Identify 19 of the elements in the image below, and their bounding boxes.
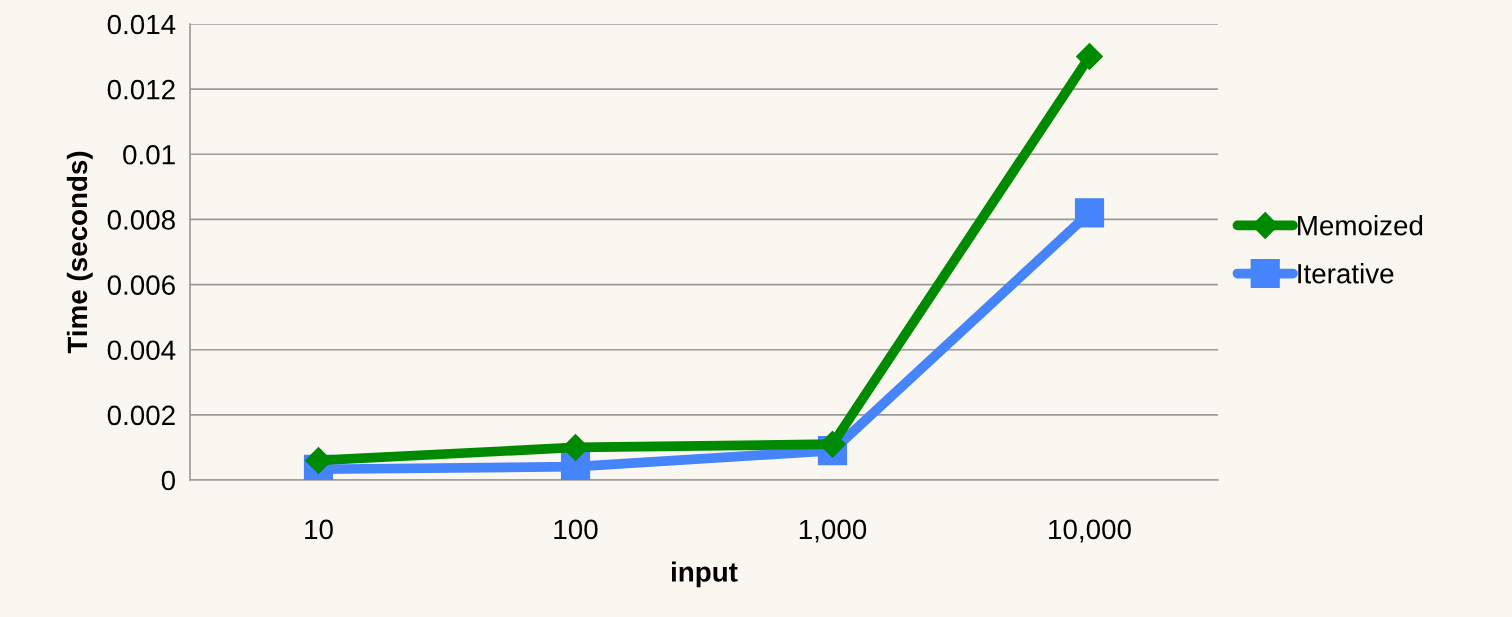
x-tick-label: 10,000	[1049, 519, 1131, 543]
y-tick-label: 0.008	[107, 210, 175, 230]
y-tick-label: 0.006	[107, 275, 175, 295]
x-tick-label: 100	[554, 519, 598, 540]
y-tick-label: 0	[161, 470, 176, 491]
x-axis-title: input	[672, 561, 738, 588]
point	[1074, 198, 1105, 228]
y-tick-label: 0.012	[107, 79, 175, 100]
point	[1076, 43, 1103, 71]
legend-label: Iterative	[1298, 263, 1394, 284]
y-tick-label: 0.002	[107, 405, 175, 426]
y-tick-label: 0.01	[123, 144, 175, 165]
legend-label: Memoized	[1298, 214, 1423, 236]
y-axis-title: Time (seconds)	[66, 151, 93, 354]
y-tick-label: 0.004	[107, 340, 176, 361]
y-tick-label: 0.014	[107, 14, 176, 35]
x-tick-label: 1,000	[799, 519, 867, 543]
x-tick-label: 10	[305, 519, 333, 540]
point	[305, 446, 332, 474]
